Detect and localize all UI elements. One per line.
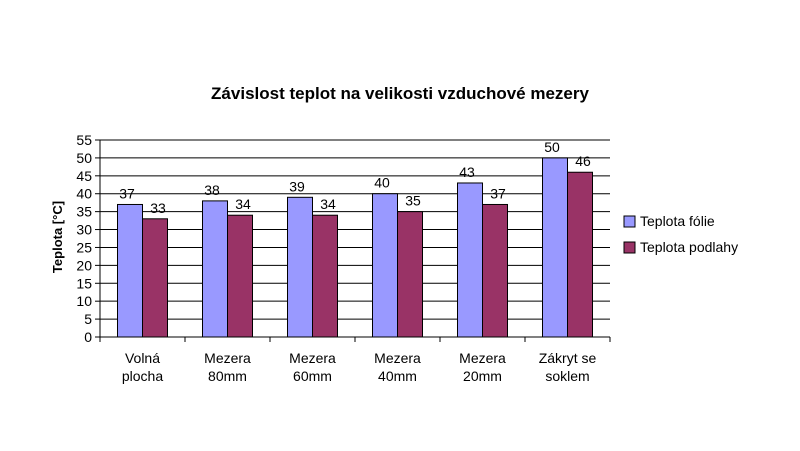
- bar: [372, 193, 398, 338]
- bar: [287, 196, 313, 338]
- x-tick-label: 60mm: [293, 368, 332, 384]
- x-tick-label: 80mm: [208, 368, 247, 384]
- y-tick-label: 25: [76, 239, 92, 255]
- bar: [397, 211, 423, 338]
- data-label: 38: [204, 182, 220, 198]
- x-tick-label: Mezera: [204, 350, 251, 366]
- x-tick-label: plocha: [122, 368, 163, 384]
- data-label: 34: [320, 196, 336, 212]
- y-axis-label: Teplota [°C]: [50, 201, 65, 273]
- gridlines: [100, 139, 610, 338]
- data-label: 35: [405, 193, 421, 209]
- x-tick-label: Mezera: [374, 350, 421, 366]
- legend: Teplota fólie Teplota podlahy: [623, 213, 738, 255]
- data-label: 37: [490, 185, 506, 201]
- y-tick-label: 20: [76, 257, 92, 273]
- bars: 37 33 38 34 39 34 40 35 43 37 50 46: [117, 139, 593, 338]
- y-tick-label: 15: [76, 275, 92, 291]
- chart-title: Závislost teplot na velikosti vzduchové …: [211, 84, 589, 103]
- data-label: 33: [150, 200, 166, 216]
- data-label: 37: [119, 185, 135, 201]
- bar: [202, 200, 228, 338]
- y-tick-label: 30: [76, 222, 92, 238]
- x-tick-label: Volná: [125, 350, 160, 366]
- data-label: 39: [289, 178, 305, 194]
- y-tick-label: 40: [76, 186, 92, 202]
- y-tick-label: 50: [76, 150, 92, 166]
- y-tick-label: 45: [76, 168, 92, 184]
- bar: [457, 182, 483, 338]
- x-tick-label: Mezera: [289, 350, 336, 366]
- legend-swatch: [623, 215, 636, 228]
- x-tick-label: 20mm: [463, 368, 502, 384]
- bar: [227, 214, 253, 338]
- bar: [312, 214, 338, 338]
- y-tick-label: 0: [84, 329, 92, 345]
- legend-label: Teplota podlahy: [640, 239, 738, 255]
- x-tick-label: Zákryt se: [539, 350, 597, 366]
- data-label: 34: [235, 196, 251, 212]
- bar: [542, 157, 568, 338]
- bar: [142, 218, 168, 338]
- x-tick-label: soklem: [545, 368, 589, 384]
- data-label: 50: [544, 139, 560, 155]
- bar: [117, 203, 143, 338]
- x-tick-label: Mezera: [459, 350, 506, 366]
- y-tick-label: 5: [84, 311, 92, 327]
- legend-label: Teplota fólie: [640, 213, 715, 229]
- data-label: 40: [374, 175, 390, 191]
- data-label: 43: [459, 164, 475, 180]
- y-tick-label: 35: [76, 204, 92, 220]
- x-tick-label: 40mm: [378, 368, 417, 384]
- legend-swatch: [623, 241, 636, 254]
- bar: [567, 171, 593, 338]
- bar: [482, 203, 508, 338]
- data-label: 46: [575, 153, 591, 169]
- y-tick-label: 10: [76, 293, 92, 309]
- y-tick-label: 55: [76, 132, 92, 148]
